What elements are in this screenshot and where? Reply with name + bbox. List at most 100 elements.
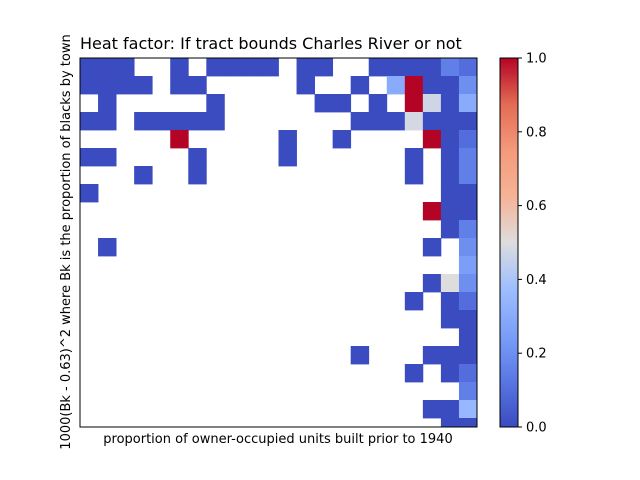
heatmap-cell <box>422 112 442 131</box>
heatmap-cell <box>458 292 478 311</box>
heatmap-cell <box>458 274 478 293</box>
heatmap-cell <box>278 130 297 149</box>
heatmap-cell <box>134 112 153 131</box>
heatmap-cell <box>188 148 207 167</box>
heatmap-cell <box>404 76 424 95</box>
heatmap-cell <box>188 76 207 95</box>
heatmap-cell <box>296 58 315 77</box>
colorbar-tick-label: 0.2 <box>526 347 547 362</box>
heatmap-cell <box>386 112 406 131</box>
heatmap-cell <box>386 76 406 95</box>
heatmap-cell <box>170 130 189 149</box>
heatmap-cell <box>440 310 460 329</box>
heatmap-cell <box>116 76 135 95</box>
heatmap-cell <box>116 58 135 77</box>
colorbar-tick-label: 0.4 <box>526 273 547 288</box>
heatmap-cell <box>404 112 424 131</box>
heatmap-cell <box>404 148 424 167</box>
heatmap-cell <box>332 130 352 149</box>
heatmap-cell <box>440 112 460 131</box>
heatmap-cell <box>458 328 478 347</box>
heatmap-cell <box>458 238 478 257</box>
heatmap-cell <box>260 58 279 77</box>
heatmap-cell <box>440 94 460 113</box>
heatmap-cell <box>458 346 478 365</box>
heatmap-cell <box>188 112 207 131</box>
heatmap-cell <box>98 58 117 77</box>
heatmap-cell <box>80 58 99 77</box>
heatmap-cell <box>458 418 478 428</box>
heatmap-cell <box>440 274 460 293</box>
heatmap-cell <box>350 76 370 95</box>
heatmap-cell <box>98 94 117 113</box>
heatmap-cell <box>458 310 478 329</box>
heatmap-cell <box>458 112 478 131</box>
heatmap-cell <box>242 58 261 77</box>
heatmap-cell <box>422 346 442 365</box>
heatmap-cell <box>314 58 334 77</box>
heatmap-cell <box>440 76 460 95</box>
heatmap-cell <box>368 112 388 131</box>
heatmap-cell <box>80 184 99 203</box>
colorbar-tick-label: 0.0 <box>526 421 547 436</box>
colorbar <box>499 57 519 428</box>
heatmap-cell <box>296 76 315 95</box>
heatmap-cell <box>440 130 460 149</box>
colorbar-ticks: 0.0 0.2 0.4 0.6 0.8 1.0 <box>518 52 547 436</box>
heatmap-cell <box>422 400 442 419</box>
colorbar-tick-label: 0.8 <box>526 125 547 140</box>
heatmap-cell <box>440 58 460 77</box>
heatmap-cell <box>170 112 189 131</box>
heatmap-cell <box>458 166 478 185</box>
heatmap-cells <box>80 58 478 428</box>
heatmap-cell <box>98 238 117 257</box>
heatmap-cell <box>458 58 478 77</box>
heatmap-cell <box>458 364 478 383</box>
heatmap-cell <box>440 346 460 365</box>
heatmap-cell <box>440 220 460 239</box>
heatmap-cell <box>458 94 478 113</box>
heatmap-cell <box>368 58 388 77</box>
colorbar-tick-label: 1.0 <box>526 52 547 67</box>
heatmap-cell <box>98 76 117 95</box>
heatmap-cell <box>278 148 297 167</box>
y-axis-label: 1000(Bk - 0.63)^2 where Bk is the propor… <box>59 34 74 449</box>
heatmap-cell <box>440 148 460 167</box>
heatmap-cell <box>422 94 442 113</box>
heatmap-cell <box>170 58 189 77</box>
heatmap-cell <box>422 238 442 257</box>
heatmap-cell <box>332 94 352 113</box>
heatmap-cell <box>404 94 424 113</box>
heatmap-cell <box>80 112 99 131</box>
heatmap-cell <box>440 202 460 221</box>
heatmap-cell <box>458 76 478 95</box>
heatmap-cell <box>458 400 478 419</box>
heatmap-cell <box>422 58 442 77</box>
heatmap-cell <box>458 220 478 239</box>
heatmap-cell <box>314 94 334 113</box>
heatmap-cell <box>440 364 460 383</box>
heatmap-cell <box>440 418 460 428</box>
heatmap-cell <box>206 58 225 77</box>
heatmap-cell <box>134 76 153 95</box>
heatmap-cell <box>98 148 117 167</box>
heatmap-cell <box>440 292 460 311</box>
heatmap-cell <box>404 58 424 77</box>
heatmap-cell <box>350 346 370 365</box>
heatmap-cell <box>386 58 406 77</box>
heatmap-cell <box>152 112 171 131</box>
heatmap-cell <box>80 76 99 95</box>
heatmap-cell <box>422 274 442 293</box>
heatmap-cell <box>458 202 478 221</box>
heatmap-cell <box>368 94 388 113</box>
heatmap-cell <box>458 382 478 401</box>
x-axis-label: proportion of owner-occupied units built… <box>103 432 452 447</box>
heatmap-cell <box>404 292 424 311</box>
plot-frame <box>79 57 478 428</box>
heatmap-cell <box>98 112 117 131</box>
heatmap-cell <box>134 166 153 185</box>
chart-title: Heat factor: If tract bounds Charles Riv… <box>80 34 462 53</box>
heatmap-cell <box>170 76 189 95</box>
heatmap-cell <box>440 184 460 203</box>
